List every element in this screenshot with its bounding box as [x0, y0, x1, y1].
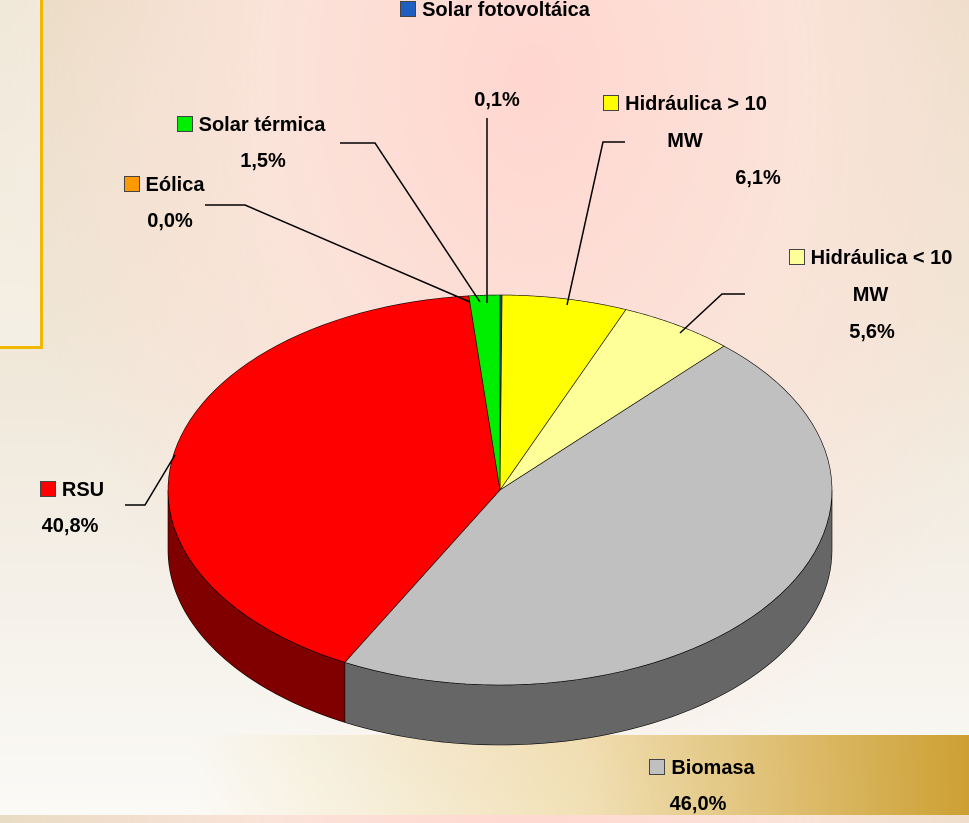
data-label-name: Eólica [104, 167, 224, 204]
data-label-value: 0,0% [147, 210, 193, 232]
leader-line [125, 454, 176, 506]
data-label-name: Solar térmica [146, 107, 356, 144]
leader-line [205, 204, 471, 303]
leader-line [566, 141, 625, 306]
category-name: Eólica [145, 174, 205, 196]
data-label-name: Biomasa [622, 750, 782, 787]
legend-swatch [649, 759, 666, 775]
data-label-name: RSU [12, 472, 132, 509]
legend-swatch [603, 95, 620, 111]
slice [167, 295, 501, 663]
slice [344, 345, 833, 686]
data-label-name: Hidráulica > 10 MW [595, 86, 775, 160]
data-label-value: 5,6% [849, 321, 895, 343]
category-name: Hidráulica > 10 MW [625, 93, 767, 152]
legend-swatch [176, 116, 193, 132]
category-name: Solar fotovoltáica [422, 0, 590, 21]
category-name: Hidráulica < 10 MW [810, 247, 953, 306]
legend-swatch [400, 1, 417, 17]
data-label-value: 6,1% [735, 167, 781, 189]
data-label-value: 40,8% [41, 515, 99, 537]
data-label-value: 0,1% [474, 89, 520, 111]
slice [499, 309, 725, 491]
slice [499, 294, 627, 491]
leader-line [340, 142, 481, 303]
decor-box [0, 0, 43, 349]
data-label-value: 46,0% [669, 793, 727, 815]
data-label-value: 1,5% [240, 150, 286, 172]
category-name: Biomasa [671, 757, 755, 779]
category-name: RSU [61, 479, 105, 501]
legend-swatch [788, 249, 805, 265]
data-label-name: Solar fotovoltáica [400, 0, 590, 29]
leader-line [679, 293, 745, 334]
slice [468, 294, 501, 491]
category-name: Solar térmica [198, 114, 326, 136]
legend-swatch [39, 481, 56, 497]
data-label-name: Hidráulica < 10 MW [778, 240, 963, 314]
legend-swatch [123, 176, 140, 192]
